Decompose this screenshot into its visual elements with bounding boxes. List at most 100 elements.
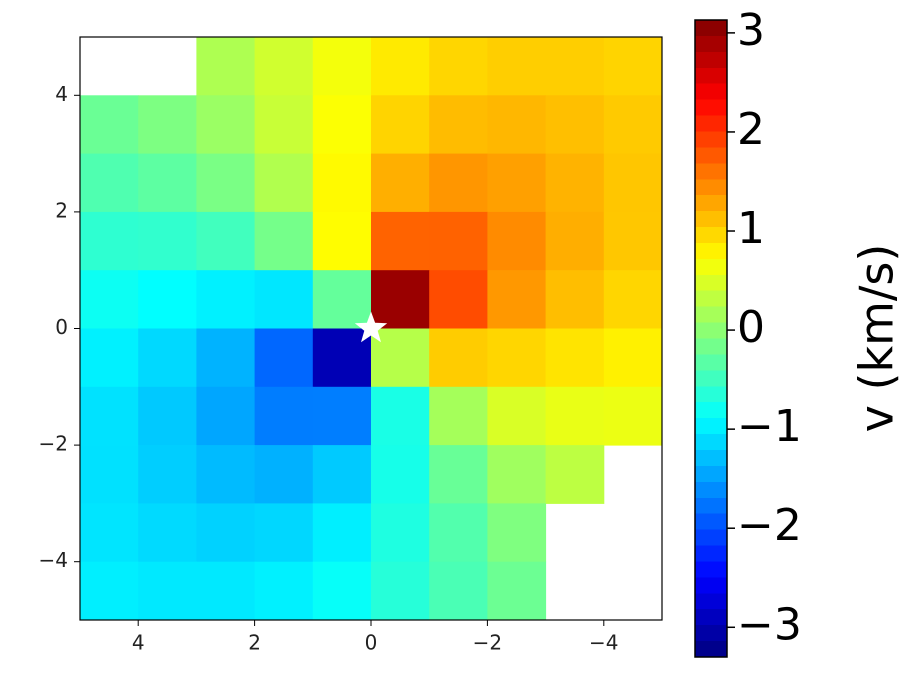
cell <box>545 37 605 96</box>
colorbar-tick-label: 0 <box>737 302 765 353</box>
cell <box>138 445 197 504</box>
cell <box>603 386 663 446</box>
cell <box>254 445 314 504</box>
colorbar-tick-label: 1 <box>737 203 765 254</box>
cell <box>545 153 605 213</box>
cell <box>545 328 605 388</box>
cell <box>254 328 314 388</box>
cell <box>487 153 547 213</box>
cell <box>80 445 139 504</box>
colorbar-label: v (km/s) <box>850 244 904 433</box>
cell <box>80 270 139 329</box>
cell <box>312 445 372 504</box>
cell <box>371 95 430 155</box>
cell <box>80 328 139 388</box>
cell <box>603 270 663 329</box>
cell <box>371 561 430 621</box>
cell <box>487 37 547 96</box>
cell <box>371 503 430 563</box>
cell <box>371 153 430 213</box>
cell <box>80 386 139 446</box>
cell <box>138 386 197 446</box>
cell <box>196 328 256 388</box>
cell <box>545 386 605 446</box>
cell <box>196 445 256 504</box>
cell <box>545 211 605 271</box>
cell <box>80 153 139 213</box>
cell <box>312 37 372 96</box>
cell <box>487 386 547 446</box>
colorbar-tick-label: −1 <box>737 401 802 452</box>
x-tick-label: −2 <box>473 631 502 655</box>
cell <box>196 561 256 621</box>
cell <box>429 328 488 388</box>
cell <box>487 503 547 563</box>
y-tick-label: −2 <box>39 432 68 456</box>
cell <box>80 95 139 155</box>
cell <box>254 270 314 329</box>
cell <box>603 328 663 388</box>
x-tick-label: 2 <box>248 631 261 655</box>
cell <box>80 503 139 563</box>
colorbar-tick-label: 3 <box>737 5 765 56</box>
y-tick-label: 2 <box>55 198 68 222</box>
star-marker <box>354 311 388 343</box>
cell <box>429 37 488 96</box>
colorbar-tick-label: −2 <box>737 500 802 551</box>
cell <box>254 503 314 563</box>
cell <box>371 270 430 329</box>
cell <box>371 37 430 96</box>
x-tick-label: −4 <box>589 631 618 655</box>
cell <box>196 386 256 446</box>
cell <box>196 37 256 96</box>
cell <box>254 37 314 96</box>
cell <box>196 270 256 329</box>
cell <box>545 445 605 504</box>
cell <box>254 95 314 155</box>
cell <box>429 561 488 621</box>
cell <box>196 153 256 213</box>
cell <box>254 153 314 213</box>
cell <box>254 561 314 621</box>
cell <box>545 270 605 329</box>
y-tick-label: 0 <box>55 315 68 339</box>
cell <box>429 95 488 155</box>
cell <box>80 561 139 621</box>
cell <box>312 503 372 563</box>
colorbar-tick-label: −3 <box>737 599 802 650</box>
cell <box>312 153 372 213</box>
cell <box>312 211 372 271</box>
cell <box>196 503 256 563</box>
cell <box>429 445 488 504</box>
cell <box>603 95 663 155</box>
cell <box>138 503 197 563</box>
colorbar <box>694 19 728 658</box>
cell <box>603 37 663 96</box>
cell <box>429 503 488 563</box>
cell <box>138 153 197 213</box>
x-tick-label: 0 <box>365 631 378 655</box>
colorbar-tick-label: 2 <box>737 104 765 155</box>
cell <box>254 386 314 446</box>
cell <box>487 328 547 388</box>
cell <box>138 270 197 329</box>
cell <box>312 561 372 621</box>
cell <box>312 95 372 155</box>
cell <box>603 153 663 213</box>
cell <box>487 211 547 271</box>
cell <box>429 211 488 271</box>
cell <box>254 211 314 271</box>
cell <box>487 270 547 329</box>
cell <box>312 270 372 329</box>
cell <box>138 95 197 155</box>
cell <box>371 328 430 388</box>
cell <box>138 328 197 388</box>
cell <box>196 95 256 155</box>
cell <box>603 211 663 271</box>
cell <box>487 561 547 621</box>
cell <box>138 561 197 621</box>
cell <box>371 445 430 504</box>
cell <box>545 95 605 155</box>
cell <box>138 211 197 271</box>
cell <box>487 445 547 504</box>
